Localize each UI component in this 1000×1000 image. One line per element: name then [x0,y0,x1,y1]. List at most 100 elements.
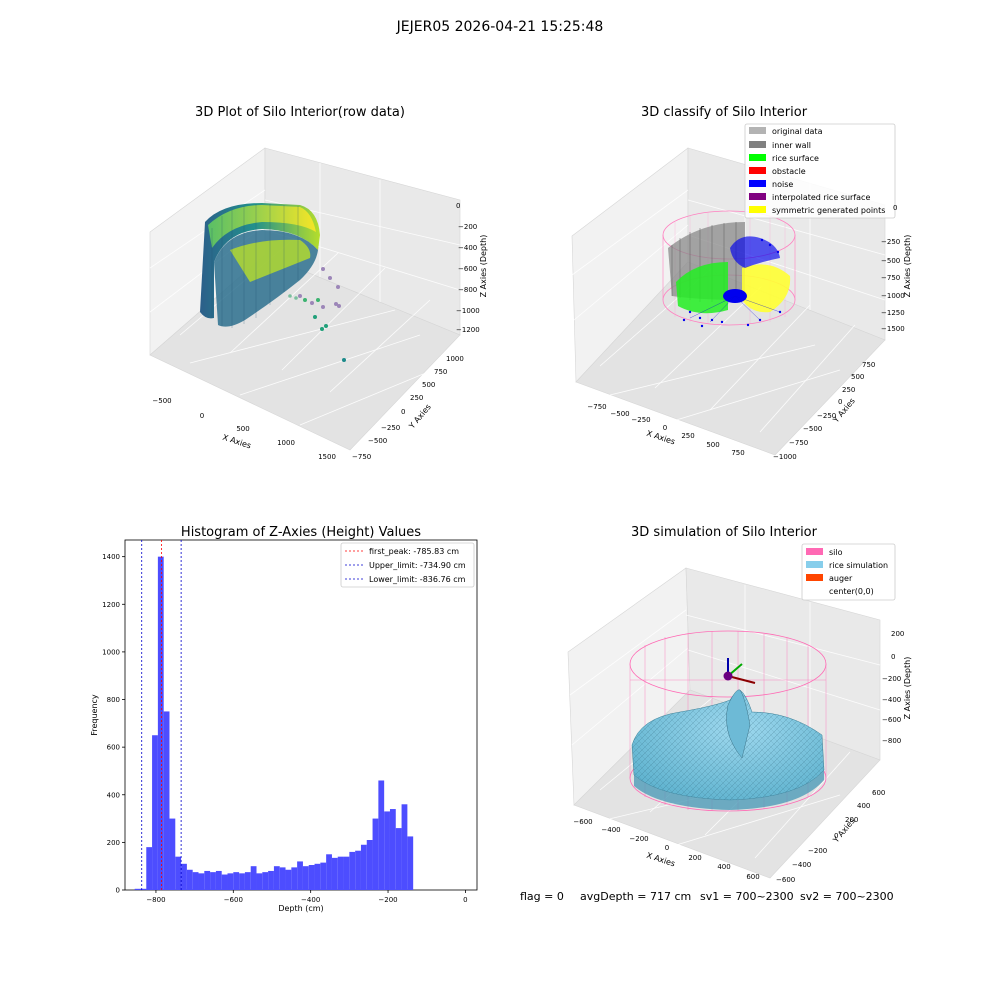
legend-simulation: silo rice simulation auger center(0,0) [801,543,896,601]
histogram-bar [314,863,321,890]
z-tick-label: −800 [458,286,477,294]
x-tick-label: 0 [200,412,204,420]
legend-label: Lower_limit: -836.76 cm [369,575,466,584]
y-axis-ticks-raw: −750 −500 −250 0 250 500 750 1000 [352,355,464,461]
histogram-bar [262,872,269,890]
histogram-bar [152,735,158,890]
y-tick-label: 0 [834,832,838,840]
y-tick-label: −250 [381,424,400,432]
x-tick-label: 0 [665,844,669,852]
y-tick-label: 250 [842,386,855,394]
z-tick-label: −500 [881,257,900,265]
histogram-bar [302,866,309,890]
histogram-bar [227,873,234,890]
x-tick-label: −600 [224,896,243,904]
x-tick-label: −500 [610,410,629,418]
z-tick-label: −1000 [881,292,905,300]
panel-raw-data: 3D Plot of Silo Interior(row data) [149,105,488,461]
histogram-bar [355,850,361,890]
z-tick-label: 200 [891,630,904,638]
scatter-outliers-raw [288,267,346,362]
histogram-bar [297,861,303,890]
legend-label: Upper_limit: -734.90 cm [369,561,466,570]
footer-flag: flag = 0 [520,890,564,903]
x-tick-label: 400 [717,863,730,871]
z-tick-label: −1250 [881,309,905,317]
histogram-bar [326,854,332,890]
histogram-bar [233,872,240,890]
x-tick-label: 600 [746,873,759,881]
z-tick-label: 0 [891,653,895,661]
legend-label: first_peak: -785.83 cm [369,547,459,556]
z-tick-label: −400 [882,696,901,704]
histogram-bar [134,888,141,890]
x-axis-label-histogram: Depth (cm) [278,904,323,913]
auger-and-center [723,658,756,684]
x-tick-label: 250 [681,432,694,440]
legend-histogram: first_peak: -785.83 cm Upper_limit: -734… [340,542,475,588]
figure-suptitle: JEJER05 2026-04-21 15:25:48 [396,19,604,35]
legend-item: rice simulation [806,561,888,570]
histogram-bar [349,851,356,890]
y-tick-label: 750 [434,368,447,376]
x-tick-label: −500 [152,397,171,405]
x-tick-label: 0 [463,896,467,904]
histogram-bar [395,828,402,890]
z-tick-label: −600 [458,265,477,273]
legend-item: obstacle [749,167,806,176]
histogram-bar [215,870,222,890]
z-tick-label: −400 [458,244,477,252]
histogram-bar [331,857,338,890]
panel-histogram: Histogram of Z-Axies (Height) Values −80… [90,525,478,913]
footer-status: flag = 0 avgDepth = 717 cm sv1 = 700~230… [520,890,894,903]
panel-title-raw: 3D Plot of Silo Interior(row data) [195,105,405,120]
y-axis-ticks-simulation: −600 −400 −200 0 200 400 600 [776,789,885,884]
y-tick-label: 500 [422,381,435,389]
legend-label: auger [829,574,853,583]
histogram-bar [239,873,245,890]
x-tick-label: 1500 [318,453,336,461]
z-tick-label: −1500 [881,325,905,333]
y-tick-label: 400 [857,802,870,810]
legend-label: obstacle [772,167,806,176]
z-axis-label-classify: Z Axies (Depth) [903,235,912,298]
x-tick-label: 0 [663,424,667,432]
histogram-bar [389,809,396,890]
histogram-bar [250,866,257,890]
y-tick-label: −500 [803,425,822,433]
legend-label: symmetric generated points [772,206,885,215]
x-tick-label: −400 [601,826,620,834]
y-axis-label-simulation: Y Axies [831,816,857,845]
y-tick-label: −500 [368,437,387,445]
x-axis-ticks-simulation: −600 −400 −200 0 200 400 600 [573,818,759,881]
histogram-x-ticks: −800 −600 −400 −200 0 [146,890,468,904]
histogram-bar [186,869,193,890]
rice-simulation-surface [631,689,825,810]
z-tick-label: 0 [456,202,460,210]
legend-item: noise [749,180,793,189]
y-tick-label: −1000 [773,453,797,461]
panel-title-simulation: 3D simulation of Silo Interior [631,525,818,540]
legend-label: center(0,0) [829,587,874,596]
y-tick-label: 200 [845,816,858,824]
y-tick-label: −250 [817,412,836,420]
legend-item: interpolated rice surface [749,193,870,202]
x-tick-label: −200 [629,835,648,843]
y-axis-ticks-classify: −1000 −750 −500 −250 0 250 500 750 [773,361,875,461]
x-tick-label: −250 [631,416,650,424]
y-tick-label: 0 [838,398,842,406]
histogram-bar [146,847,153,890]
x-tick-label: −800 [146,896,165,904]
z-tick-label: −600 [882,716,901,724]
x-axis-ticks-classify: −750 −500 −250 0 250 500 750 [587,403,744,457]
histogram-bar [204,870,211,890]
panel-simulation: 3D simulation of Silo Interior [567,525,912,884]
x-axis-label-raw: X Axies [221,433,252,451]
histogram-bar [175,856,182,890]
x-tick-label: 1000 [277,439,295,447]
z-tick-label: −800 [882,737,901,745]
z-tick-label: −200 [458,223,477,231]
z-axis-ticks-raw: 0 −200 −400 −600 −800 −1000 −1200 [456,202,480,334]
histogram-bar [181,863,187,890]
